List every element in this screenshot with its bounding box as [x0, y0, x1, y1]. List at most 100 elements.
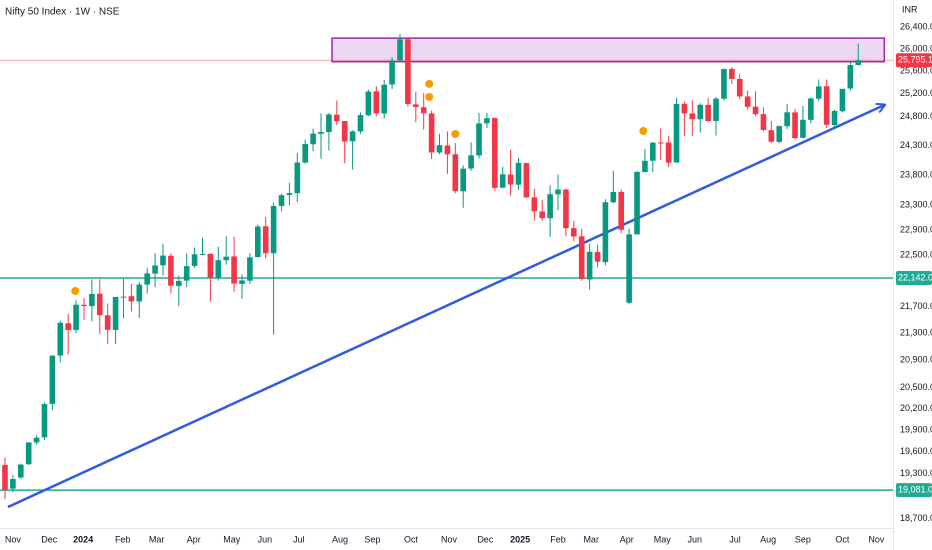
candle-body — [571, 228, 577, 237]
candle-body — [215, 260, 222, 278]
x-tick-label: Dec — [41, 534, 58, 544]
x-tick-label: Apr — [620, 534, 634, 544]
candle-body — [223, 256, 229, 261]
y-tick-label: 19,300.00 — [900, 468, 932, 478]
candle-body — [507, 174, 514, 185]
candle-body — [602, 202, 609, 263]
candle-body — [499, 174, 506, 188]
x-tick-label: Nov — [5, 534, 22, 544]
candle-body — [120, 296, 127, 298]
event-marker — [451, 129, 460, 138]
candle-body — [144, 273, 150, 285]
candle-body — [349, 131, 356, 142]
candle-body — [270, 205, 277, 254]
candle-body — [247, 257, 253, 281]
chart-title: Nifty 50 Index · 1W · NSE — [5, 7, 120, 18]
candle-body — [49, 355, 56, 404]
price-badge — [896, 53, 932, 68]
y-tick-label: 19,600.00 — [900, 446, 932, 456]
currency-label: INR — [902, 4, 918, 14]
candle-body — [10, 478, 16, 489]
y-tick-label: 24,300.00 — [900, 140, 932, 150]
candle-body — [839, 88, 846, 112]
candle-body — [112, 296, 119, 330]
candle-body — [452, 154, 459, 192]
price-badge — [896, 270, 932, 285]
candle-body — [57, 322, 64, 356]
candle-body — [41, 404, 48, 438]
x-tick-label: Oct — [404, 534, 419, 544]
y-tick-label: 24,800.00 — [900, 111, 932, 121]
x-tick-label: Mar — [149, 534, 165, 544]
candle-body — [760, 114, 767, 130]
y-tick-label: 21,700.00 — [900, 301, 932, 311]
candle-body — [96, 293, 103, 316]
candle-body — [610, 191, 617, 203]
candle-body — [25, 442, 32, 465]
candle-body — [389, 60, 395, 85]
candle-body — [768, 130, 775, 142]
x-tick-label: Sep — [364, 534, 380, 544]
x-tick-label: Aug — [332, 534, 348, 544]
candle-body — [713, 98, 719, 121]
candle-body — [744, 96, 751, 107]
candle-body — [484, 118, 490, 124]
candle-body — [776, 126, 783, 142]
candle-body — [413, 104, 419, 107]
y-tick-label: 23,800.00 — [900, 169, 932, 179]
candle-body — [17, 464, 24, 478]
y-tick-label: 26,000.00 — [900, 43, 932, 53]
candle-body — [697, 104, 704, 120]
candle-body — [65, 323, 71, 330]
candle-body — [73, 304, 79, 330]
candle-body — [657, 142, 664, 144]
candle-body — [341, 120, 348, 142]
event-marker — [71, 286, 80, 295]
candle-body — [752, 106, 759, 115]
y-tick-label: 23,300.00 — [900, 200, 932, 210]
candle-body — [33, 437, 40, 443]
candle-body — [254, 226, 261, 258]
y-tick-label: 18,700.00 — [900, 513, 932, 523]
candle-body — [555, 189, 561, 195]
candle-body — [365, 91, 372, 116]
candle-body — [626, 234, 632, 303]
candle-body — [357, 115, 364, 132]
candle-body — [373, 91, 380, 114]
candle-body — [175, 280, 182, 286]
x-tick-label: Oct — [835, 534, 850, 544]
candle-body — [334, 114, 340, 122]
price-badge-label: 19,081.00 — [898, 484, 932, 494]
candle-body — [681, 103, 688, 114]
candle-body — [515, 162, 522, 185]
candle-body — [855, 60, 862, 66]
price-badge-label: 22,142.00 — [898, 272, 932, 282]
x-tick-label: Nov — [868, 534, 885, 544]
candle-body — [815, 86, 822, 99]
candle-body — [405, 39, 411, 105]
candle-body — [199, 253, 206, 255]
candle-body — [492, 118, 498, 188]
candle-body — [729, 68, 735, 79]
candle-body — [239, 280, 245, 284]
candle-body — [160, 255, 166, 266]
candle-body — [673, 103, 680, 163]
price-badge — [896, 483, 932, 498]
candle-body — [847, 65, 854, 89]
x-tick-label: 2024 — [73, 534, 93, 544]
candle-body — [476, 123, 482, 156]
x-tick-label: Jul — [729, 534, 741, 544]
x-tick-label: Jun — [258, 534, 273, 544]
candle-body — [721, 69, 727, 99]
x-tick-label: Mar — [583, 534, 599, 544]
candle-body — [563, 189, 569, 229]
candle-body — [523, 163, 530, 198]
candle-body — [136, 284, 143, 302]
candle-body — [310, 133, 316, 145]
x-tick-label: Feb — [550, 534, 566, 544]
candle-body — [808, 98, 814, 120]
candle-body — [326, 114, 332, 132]
candle-body — [286, 193, 293, 195]
candle-body — [800, 119, 806, 138]
